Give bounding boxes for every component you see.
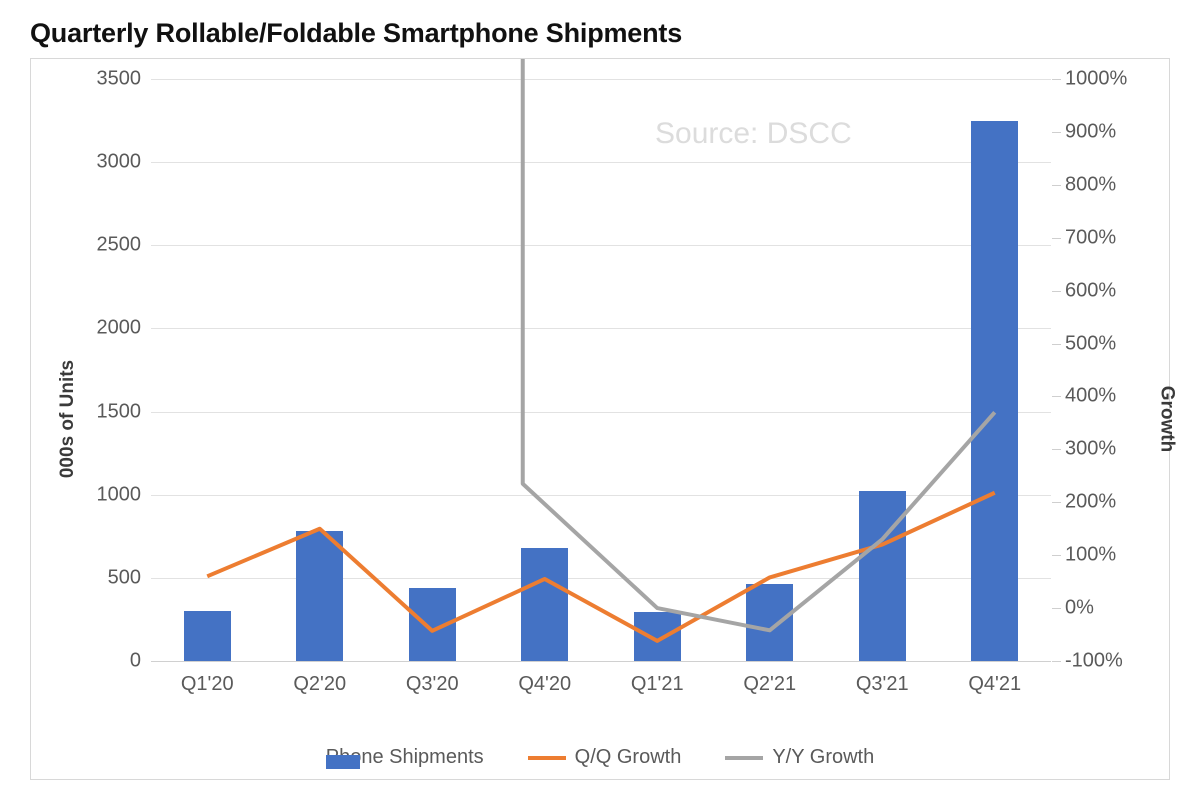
gridline xyxy=(151,79,1051,80)
y-axis-title: 000s of Units xyxy=(57,359,79,479)
y2-axis-tick: 500% xyxy=(1065,332,1117,355)
legend-line-swatch-icon xyxy=(725,755,764,760)
gridline xyxy=(151,328,1051,330)
y2-axis-tick-mark xyxy=(1052,79,1061,80)
y2-axis-tick-mark xyxy=(1052,555,1061,557)
bar xyxy=(633,611,681,661)
legend-label: Phone Shipments xyxy=(325,746,484,768)
y-axis-tick: 3000 xyxy=(96,150,142,173)
legend-item[interactable]: Q/Q Growth xyxy=(527,746,682,769)
x-axis-tick: Q3'21 xyxy=(855,673,909,695)
y2-axis-tick-mark xyxy=(1052,661,1061,662)
gridline xyxy=(151,494,1051,496)
y2-axis-tick: 300% xyxy=(1065,437,1117,460)
x-axis-tick: Q2'20 xyxy=(293,673,347,695)
line-series-q-q-growth xyxy=(207,493,995,641)
y-axis-tick: 3500 xyxy=(96,67,142,90)
bar xyxy=(746,583,794,661)
y-axis-tick: 2000 xyxy=(96,316,142,339)
gridline xyxy=(151,245,1051,247)
x-axis-tick: Q4'20 xyxy=(518,673,572,695)
x-axis-tick: Q1'20 xyxy=(180,673,234,695)
page-title: Quarterly Rollable/Foldable Smartphone S… xyxy=(30,18,683,48)
y2-axis-tick-mark xyxy=(1052,131,1061,133)
y-axis-tick: 0 xyxy=(129,649,141,672)
x-axis-tick: Q4'21 xyxy=(968,673,1022,695)
plot-area xyxy=(151,79,1051,662)
y2-axis-tick: 1000% xyxy=(1065,67,1128,90)
source-watermark: Source: DSCC xyxy=(655,117,852,150)
x-axis-tick: Q1'21 xyxy=(630,673,684,695)
y2-axis-tick: 600% xyxy=(1065,279,1117,302)
line-series-y-y-growth xyxy=(523,53,995,630)
y2-axis-tick: 200% xyxy=(1065,490,1117,513)
y2-axis-tick-mark xyxy=(1052,184,1061,186)
y-axis-tick: 1500 xyxy=(96,400,142,423)
x-axis-tick: Q2'21 xyxy=(743,673,797,695)
y2-axis-tick-mark xyxy=(1052,502,1061,504)
y2-axis-tick: 100% xyxy=(1065,543,1117,566)
legend-item[interactable]: Y/Y Growth xyxy=(725,746,874,769)
chart-plot-frame: 000s of Units Growth 0 500 1000 1500 2000 250… xyxy=(30,58,1177,780)
legend-bar-swatch-icon xyxy=(325,755,360,769)
y2-axis-tick-mark xyxy=(1052,290,1061,292)
legend-item[interactable]: Phone Shipments xyxy=(325,746,484,769)
y2-axis-tick: 700% xyxy=(1065,226,1117,249)
y2-axis-tick-mark xyxy=(1052,237,1061,239)
y2-axis-tick: 400% xyxy=(1065,384,1117,407)
y2-axis-tick: 800% xyxy=(1065,173,1117,196)
line-series-layer xyxy=(151,79,1051,661)
y2-axis-tick-mark xyxy=(1052,608,1061,610)
y2-axis-tick-mark xyxy=(1052,343,1061,345)
gridline xyxy=(151,162,1051,164)
y2-axis-tick: 900% xyxy=(1065,120,1117,143)
gridline xyxy=(151,411,1051,413)
x-axis-tick: Q3'20 xyxy=(405,673,459,695)
bar xyxy=(296,531,344,661)
y2-axis-title: Growth xyxy=(1155,385,1177,453)
legend-line-swatch-icon xyxy=(527,755,566,760)
bar xyxy=(971,120,1019,661)
y2-axis-tick: -100% xyxy=(1065,649,1123,672)
y-axis-tick: 500 xyxy=(107,566,141,589)
chart-legend: Phone Shipments Q/Q Growth Y/Y Growth xyxy=(31,746,1169,769)
gridline xyxy=(151,661,1051,662)
y-axis-tick: 2500 xyxy=(96,233,142,256)
gridline xyxy=(151,577,1051,579)
y2-axis-tick: 0% xyxy=(1065,596,1094,619)
y-axis-tick: 1000 xyxy=(96,483,142,506)
y2-axis-tick-mark xyxy=(1052,449,1061,451)
bar xyxy=(521,547,569,661)
legend-label: Y/Y Growth xyxy=(772,746,875,768)
bar xyxy=(183,611,231,661)
y2-axis-tick-mark xyxy=(1052,396,1061,398)
legend-label: Q/Q Growth xyxy=(574,746,682,768)
